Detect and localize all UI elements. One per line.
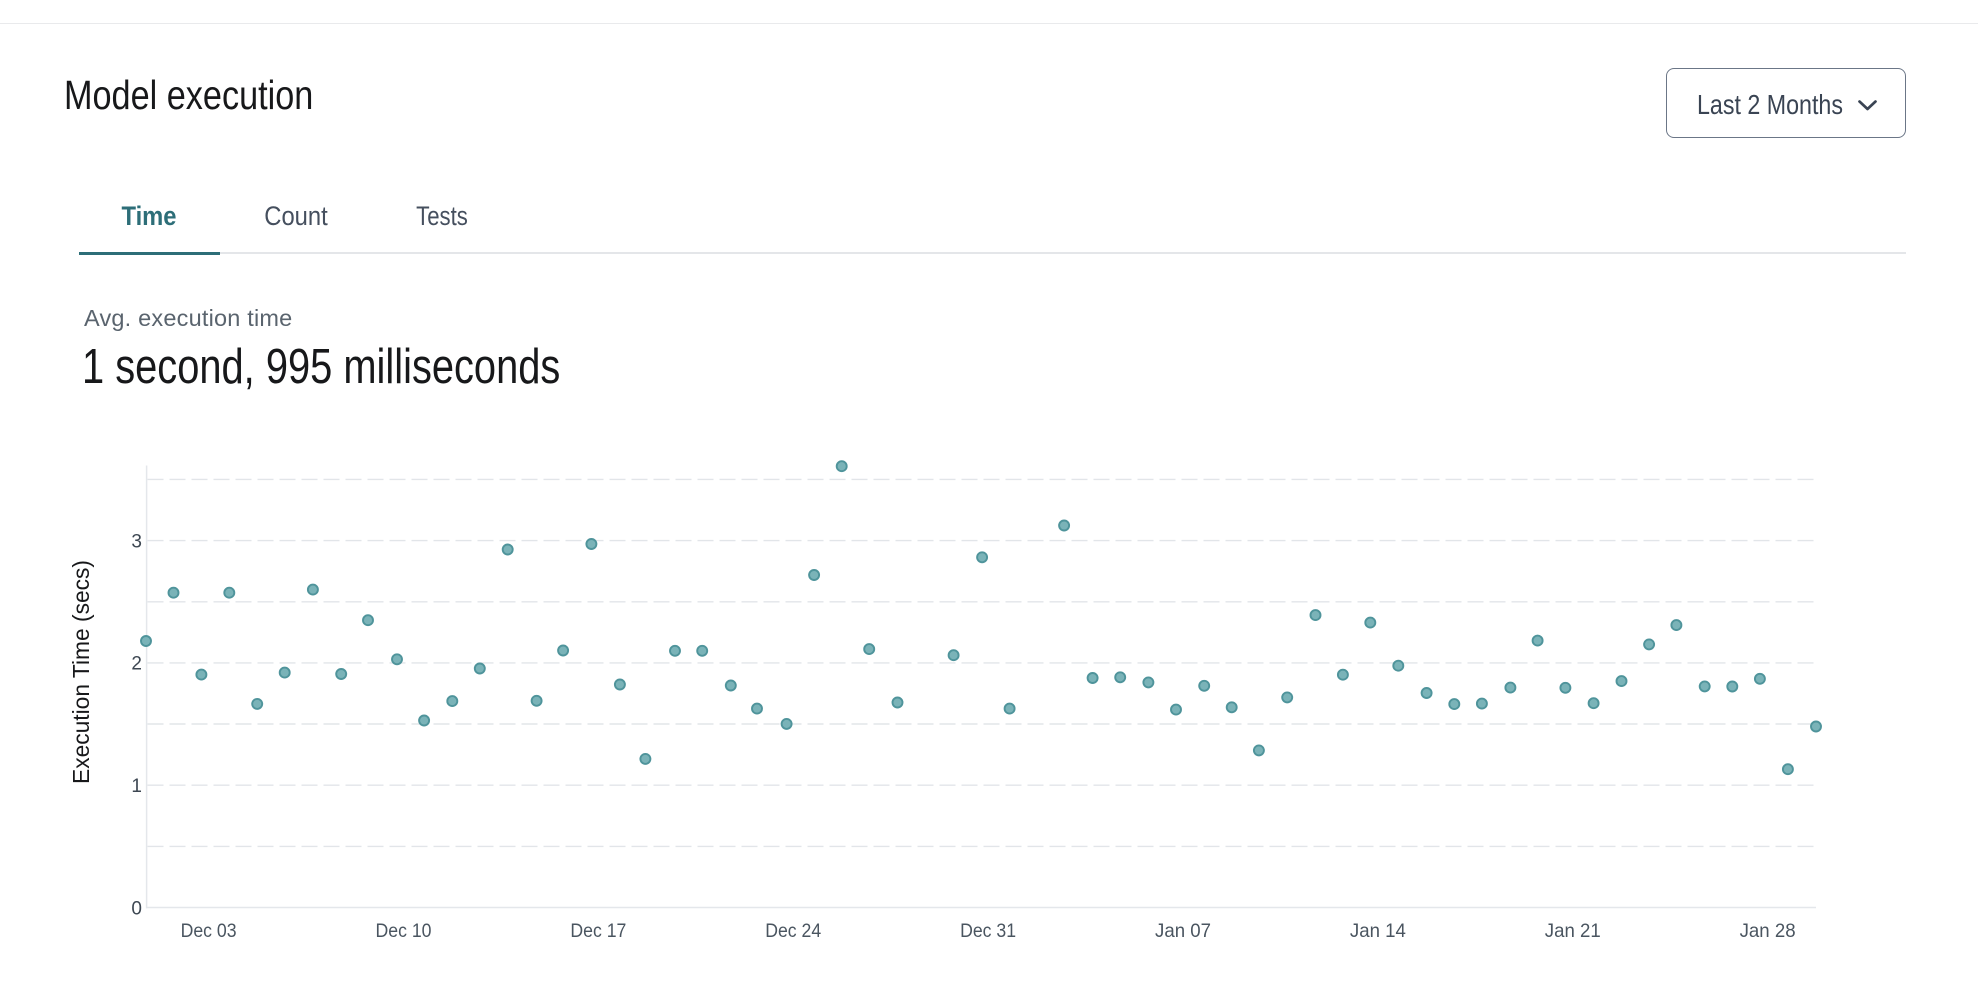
svg-text:Dec 10: Dec 10 xyxy=(376,920,432,942)
svg-text:Jan 28: Jan 28 xyxy=(1740,920,1796,942)
svg-text:0: 0 xyxy=(131,898,142,919)
svg-text:Jan 21: Jan 21 xyxy=(1545,920,1601,942)
svg-text:Dec 17: Dec 17 xyxy=(570,920,626,942)
svg-text:Dec 24: Dec 24 xyxy=(765,920,821,942)
svg-text:Dec 03: Dec 03 xyxy=(181,920,237,942)
svg-text:Jan 14: Jan 14 xyxy=(1350,920,1406,942)
svg-text:Jan 07: Jan 07 xyxy=(1155,920,1211,942)
svg-text:Dec 31: Dec 31 xyxy=(960,920,1016,942)
svg-text:3: 3 xyxy=(131,531,142,552)
svg-text:Execution Time (secs): Execution Time (secs) xyxy=(68,560,94,784)
svg-text:2: 2 xyxy=(131,654,142,675)
svg-text:1: 1 xyxy=(131,776,142,797)
